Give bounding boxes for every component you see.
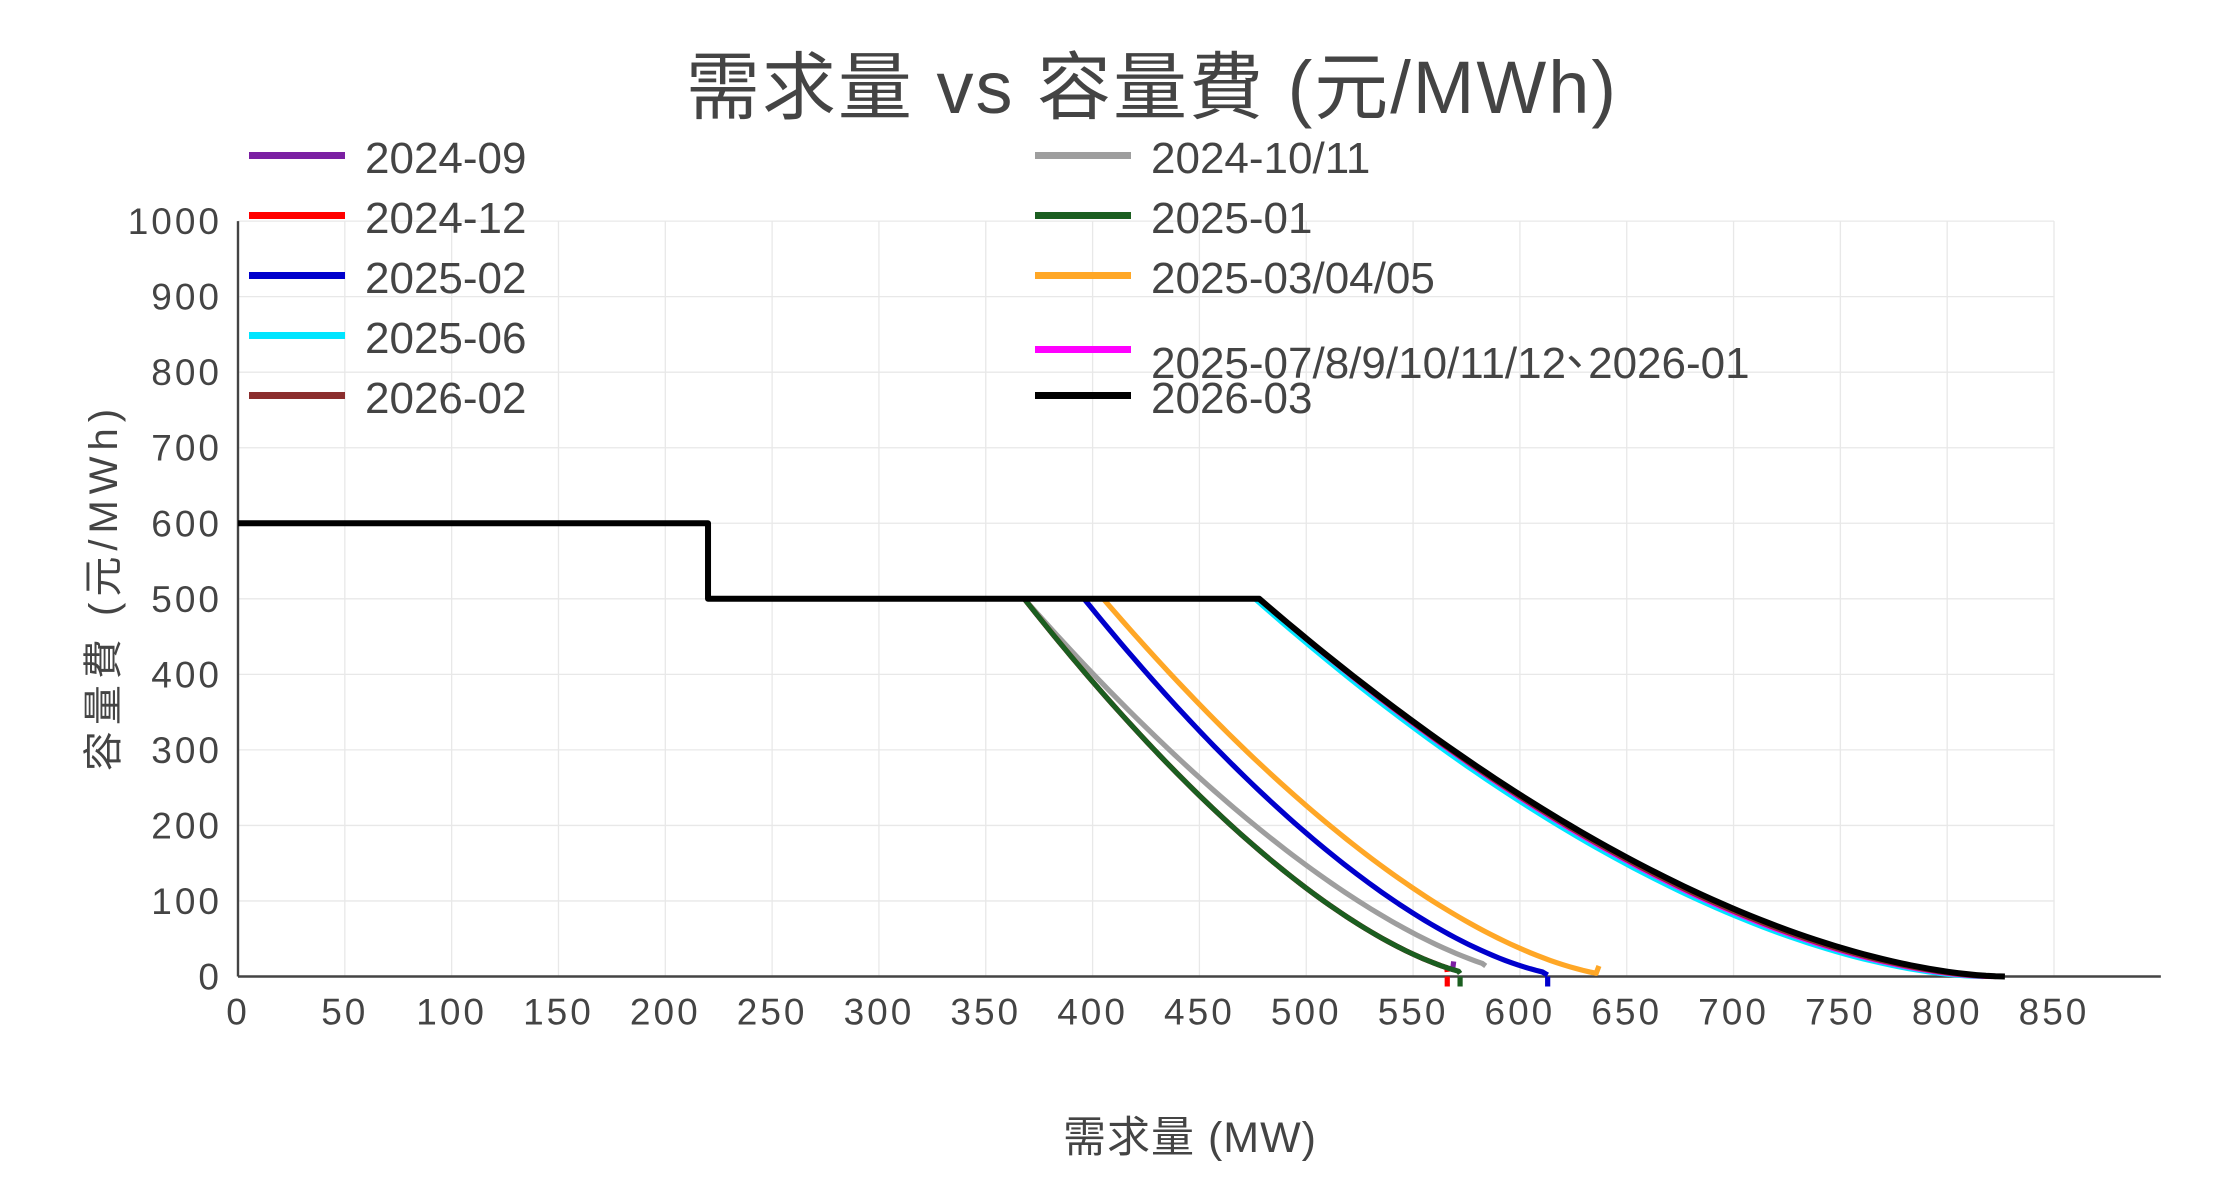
svg-text:100: 100 <box>416 992 487 1033</box>
svg-text:550: 550 <box>1378 992 1449 1033</box>
svg-text:400: 400 <box>151 654 222 695</box>
svg-text:200: 200 <box>630 992 701 1033</box>
svg-text:50: 50 <box>321 992 368 1033</box>
svg-text:150: 150 <box>523 992 594 1033</box>
svg-text:850: 850 <box>2019 992 2090 1033</box>
svg-text:300: 300 <box>844 992 915 1033</box>
svg-text:600: 600 <box>1485 992 1556 1033</box>
svg-text:500: 500 <box>151 579 222 620</box>
svg-text:800: 800 <box>1912 992 1983 1033</box>
svg-text:100: 100 <box>151 881 222 922</box>
svg-text:700: 700 <box>151 428 222 469</box>
svg-text:600: 600 <box>151 503 222 544</box>
svg-text:900: 900 <box>151 277 222 318</box>
svg-text:650: 650 <box>1591 992 1662 1033</box>
svg-text:0: 0 <box>226 992 250 1033</box>
svg-text:800: 800 <box>151 352 222 393</box>
svg-text:0: 0 <box>198 957 222 998</box>
svg-text:400: 400 <box>1057 992 1128 1033</box>
svg-text:1000: 1000 <box>128 201 222 242</box>
svg-text:300: 300 <box>151 730 222 771</box>
svg-text:450: 450 <box>1164 992 1235 1033</box>
svg-text:350: 350 <box>950 992 1021 1033</box>
svg-text:200: 200 <box>151 805 222 846</box>
svg-text:750: 750 <box>1805 992 1876 1033</box>
svg-text:500: 500 <box>1271 992 1342 1033</box>
svg-text:250: 250 <box>737 992 808 1033</box>
svg-text:700: 700 <box>1698 992 1769 1033</box>
